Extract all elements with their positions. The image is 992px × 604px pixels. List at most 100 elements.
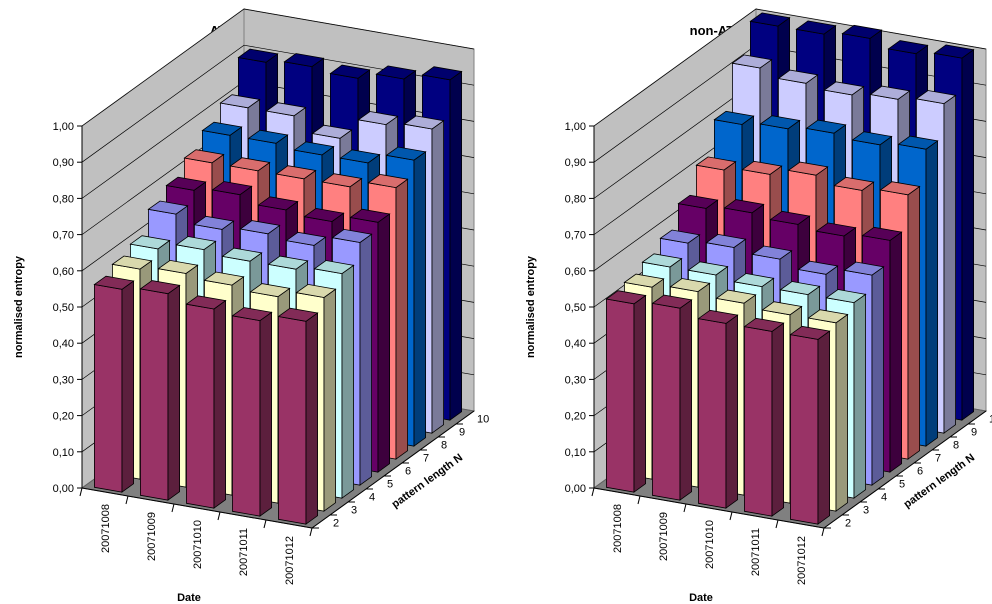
bar-top (211, 181, 253, 196)
bar-front (652, 302, 681, 501)
x-tick-label: 20071011 (238, 528, 250, 576)
bar-front (698, 318, 727, 509)
y-tick-label: 0,80 (565, 193, 586, 205)
y-tick-label: 0,00 (53, 483, 74, 495)
bar-top (749, 12, 791, 27)
x-tick-mark (125, 495, 129, 505)
bar-side (907, 185, 920, 460)
x-tick-mark (683, 503, 687, 513)
bar-top (265, 102, 307, 117)
x-tick-mark (775, 519, 779, 529)
x-axis (593, 487, 825, 529)
bar-top (247, 129, 289, 144)
z-tick-label: 7 (935, 453, 941, 465)
bar-top (669, 278, 711, 293)
y-tick-label: 0,20 (565, 411, 586, 423)
z-tick-label: 2 (845, 518, 851, 530)
bar-side (725, 314, 738, 509)
gridline (81, 8, 475, 127)
x-tick-label: 20071012 (796, 536, 808, 585)
z-tick-label: 3 (351, 505, 357, 517)
bar-top (795, 20, 837, 35)
bar-top (797, 260, 839, 275)
bar (277, 307, 319, 525)
bar-top (715, 289, 757, 304)
z-tick-label: 9 (459, 427, 465, 439)
bar-top (823, 81, 865, 96)
bar-top (237, 48, 279, 63)
bar-top (761, 301, 803, 316)
bar-top (165, 176, 207, 191)
bar-side (431, 119, 445, 434)
chart-1: ATP traders0,000,100,200,300,400,500,600… (13, 8, 489, 604)
bar-side (167, 284, 181, 501)
y-tick-label: 0,30 (565, 374, 586, 386)
bar (93, 275, 135, 493)
bar-front (94, 284, 123, 493)
bar-top (357, 111, 399, 126)
bar-top (193, 215, 235, 230)
z-tick-label: 6 (917, 466, 923, 478)
bar-side (871, 266, 884, 486)
y-tick-label: 0,80 (53, 193, 74, 205)
bar-top (843, 261, 885, 276)
bar-top (277, 307, 319, 322)
x-tick-mark (217, 511, 221, 521)
bar-top (219, 94, 261, 109)
z-tick-label: 3 (863, 505, 869, 517)
bar-front (790, 334, 819, 525)
bar-top (787, 161, 829, 176)
bar (139, 280, 181, 501)
bar-top (769, 210, 811, 225)
y-tick-label: 0,50 (565, 302, 586, 314)
bar-front (231, 315, 261, 517)
bar-top (331, 228, 373, 243)
bar-top (777, 69, 819, 84)
y-tick-label: 1,00 (565, 121, 586, 133)
z-tick-label: 8 (953, 440, 959, 452)
bar-front (606, 298, 635, 493)
bar-top (275, 165, 317, 180)
bar-top (869, 85, 911, 100)
z-tick-label: 8 (441, 440, 447, 452)
bar-top (687, 261, 729, 276)
bar-top (349, 208, 391, 223)
bar-side (121, 280, 135, 493)
y-tick-label: 0,40 (53, 338, 74, 350)
bar-top (221, 247, 263, 262)
z-tick-label: 5 (387, 479, 393, 491)
bar-top (157, 259, 199, 274)
z-tick-label: 7 (423, 453, 429, 465)
bar-top (825, 289, 867, 304)
y-tick-label: 0,00 (565, 483, 586, 495)
bar-top (147, 200, 189, 215)
bar-side (305, 312, 319, 525)
bar-top (697, 309, 739, 324)
z-tick-label: 2 (333, 518, 339, 530)
bar-top (313, 260, 355, 275)
y-tick-label: 0,40 (565, 338, 586, 350)
bar-side (925, 140, 938, 447)
bar-side (633, 294, 646, 493)
bar-top (267, 255, 309, 270)
bar-side (771, 322, 784, 517)
bar (605, 290, 647, 493)
bar-top (175, 236, 217, 251)
x-tick-mark (309, 527, 313, 537)
bar-top (257, 196, 299, 211)
bar-side (395, 178, 409, 460)
y-tick-label: 1,00 (53, 121, 74, 133)
y-tick-label: 0,70 (565, 230, 586, 242)
bar-top (651, 294, 693, 309)
y-tick-label: 0,30 (53, 374, 74, 386)
bar-top (887, 40, 929, 55)
bar-top (861, 226, 903, 241)
bar (185, 295, 227, 509)
bar-side (323, 288, 337, 512)
y-tick-label: 0,60 (565, 266, 586, 278)
z-tick-label: 6 (405, 466, 411, 478)
chart-2: non-ATP traders0,000,100,200,300,400,500… (525, 8, 992, 604)
bar-top (295, 283, 337, 298)
